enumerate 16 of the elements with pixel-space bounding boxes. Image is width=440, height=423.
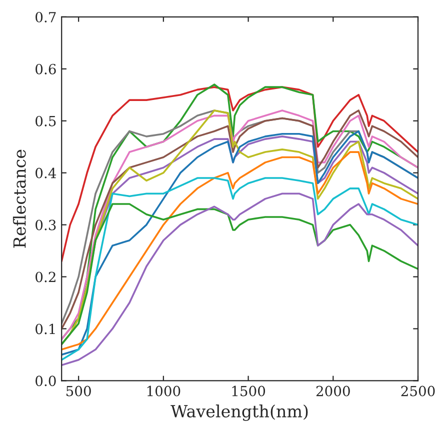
y-tick-label: 0.5: [36, 116, 56, 126]
x-tick-label: 1500: [232, 386, 266, 396]
x-axis-title: Wavelength(nm): [170, 404, 308, 421]
line-series: [62, 86, 418, 262]
y-tick-label: 0.6: [36, 64, 56, 74]
y-axis-title: Reflectance: [12, 150, 26, 248]
x-tick-label: 500: [66, 386, 91, 396]
x-tick-label: 1000: [147, 386, 180, 396]
y-tick-label: 0.2: [36, 272, 56, 282]
y-tick-label: 0.4: [36, 168, 56, 178]
y-tick-label: 0.7: [36, 12, 56, 22]
x-tick-label: 2500: [401, 386, 435, 396]
y-tick-label: 0.3: [36, 220, 56, 230]
y-tick-label: 0.0: [36, 376, 56, 386]
y-tick-label: 0.1: [36, 324, 55, 334]
x-tick-label: 2000: [316, 386, 350, 396]
